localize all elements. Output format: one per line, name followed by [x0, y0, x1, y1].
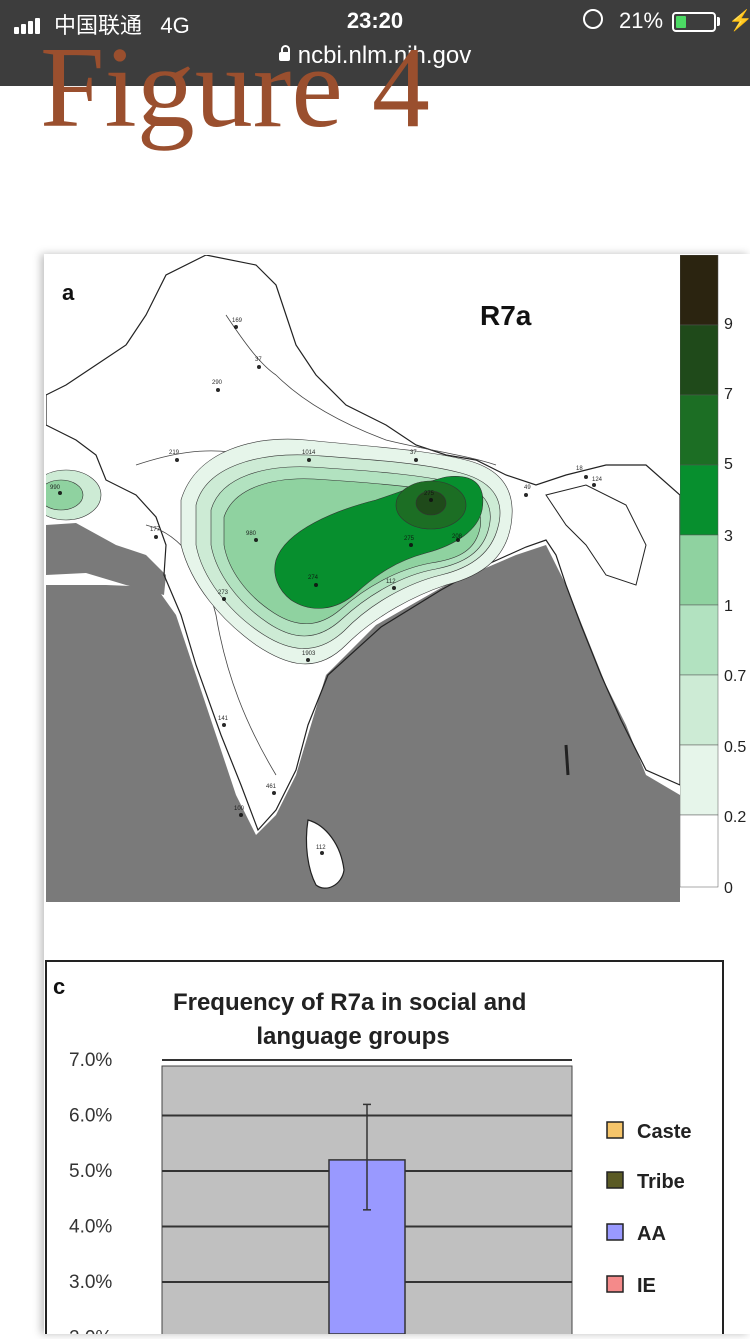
sample-label: 290	[212, 380, 223, 386]
scale-label: 1	[724, 598, 733, 615]
sample-label: 219	[169, 450, 180, 456]
sample-label: 208	[452, 534, 463, 540]
legend-swatch	[606, 1275, 624, 1293]
scale-label: 3	[724, 528, 733, 545]
sample-label: 275	[404, 536, 415, 542]
haplogroup-map: 169 37 290 219 1014 37 49 18 124 990 177…	[46, 255, 680, 902]
legend-label: Tribe	[637, 1171, 685, 1193]
url-text: ncbi.nlm.nih.gov	[297, 42, 472, 69]
legend-label: Caste	[637, 1121, 691, 1143]
scale-swatch	[680, 394, 719, 466]
sample-label: 141	[218, 716, 229, 722]
scale-swatch	[680, 324, 719, 396]
signal-strength-icon	[14, 16, 42, 34]
legend-label: IE	[637, 1275, 656, 1297]
battery-percentage: 21%	[619, 8, 664, 33]
scale-label: 5	[724, 456, 733, 473]
sample-label: 274	[308, 575, 319, 581]
y-tick-label: 6.0%	[69, 1106, 112, 1127]
status-bar: 中国联通 4G 23:20 21% ⚡ ncbi.nlm.nih.gov	[0, 0, 750, 86]
scale-label: 0.2	[724, 809, 746, 826]
sample-label: 100	[234, 806, 245, 812]
map-title: R7a	[480, 300, 532, 331]
y-tick-label: 2.0%	[69, 1328, 112, 1335]
sample-label: 990	[50, 485, 61, 491]
legend-swatch	[606, 1171, 624, 1189]
network-type: 4G	[160, 13, 190, 38]
sample-label: 169	[232, 318, 243, 324]
chart-title: Frequency of R7a in social and language …	[173, 989, 533, 1050]
sample-label: 1903	[302, 651, 316, 657]
status-time: 23:20	[346, 8, 404, 33]
figure-title: Figure 4	[40, 24, 430, 152]
scale-swatch	[680, 255, 719, 326]
sample-label: 37	[255, 357, 262, 363]
chart-title-line-1: Frequency of R7a in social and	[173, 989, 526, 1016]
chart-panel-label: c	[53, 974, 65, 999]
scale-swatch	[680, 744, 719, 816]
sample-label: 1014	[302, 450, 316, 456]
sample-label: 18	[576, 466, 583, 472]
rotation-lock-icon	[583, 9, 603, 29]
sample-label: 461	[266, 784, 277, 790]
sample-label: 275	[424, 491, 435, 497]
sample-label: 124	[592, 477, 603, 483]
scale-label: 0.5	[724, 739, 746, 756]
sample-label: 112	[386, 579, 396, 585]
bar-chart-panel: c Frequency of R7a in social and languag…	[45, 960, 724, 1339]
address-bar[interactable]: ncbi.nlm.nih.gov	[0, 42, 750, 70]
chart-title-line-2: language groups	[256, 1023, 449, 1050]
sample-label: 177	[150, 527, 161, 533]
scale-swatch	[680, 674, 719, 746]
y-tick-label: 5.0%	[69, 1161, 112, 1182]
bar-chart: c Frequency of R7a in social and languag…	[53, 974, 691, 1339]
scale-swatch	[680, 604, 719, 676]
sample-label: 112	[316, 845, 326, 851]
legend-swatch	[606, 1121, 624, 1139]
sample-label: 980	[246, 531, 257, 537]
scale-label: 9	[724, 316, 733, 333]
y-tick-label: 3.0%	[69, 1272, 112, 1293]
sample-label: 273	[218, 590, 229, 596]
y-tick-label: 7.0%	[69, 1050, 112, 1071]
legend-label: AA	[637, 1223, 666, 1245]
y-tick-label: 4.0%	[69, 1217, 112, 1238]
sample-label: 49	[524, 485, 531, 491]
scale-label: 0.7	[724, 668, 746, 685]
scale-swatch	[680, 464, 719, 536]
battery-tip	[717, 17, 720, 26]
battery-icon	[672, 12, 716, 32]
scale-swatch	[680, 534, 719, 606]
carrier-label: 中国联通 4G	[54, 13, 190, 38]
color-scale-legend: 9 7 5 3 1 0.7 0.5 0.2 0	[680, 255, 746, 895]
padlock-icon	[278, 45, 290, 61]
scale-label: 0	[724, 880, 733, 895]
scale-label: 7	[724, 386, 733, 403]
legend-swatch	[606, 1223, 624, 1241]
sample-label: 37	[410, 450, 417, 456]
scale-swatch	[680, 814, 719, 888]
charging-icon: ⚡	[728, 10, 750, 32]
map-panel-label: a	[62, 280, 75, 305]
